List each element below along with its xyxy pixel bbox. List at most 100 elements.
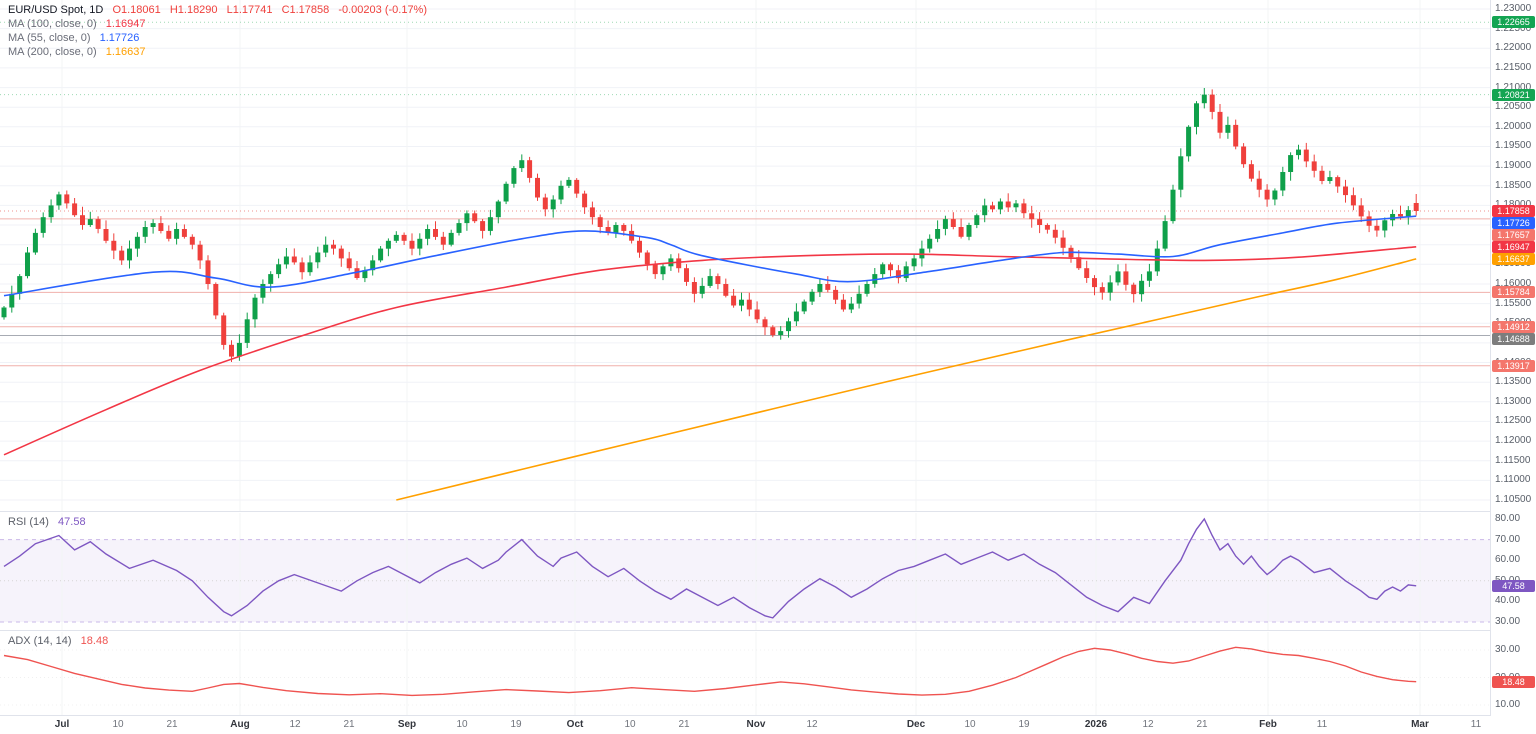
- ma55-label: MA (55, close, 0): [8, 32, 91, 44]
- adx-line[interactable]: [3, 646, 1417, 697]
- time-tick-label: 10: [624, 719, 636, 730]
- price-tick: 1.21500: [1495, 62, 1532, 73]
- adx-pane-canvas[interactable]: [0, 632, 1490, 715]
- axis-value-badge: 18.48: [1492, 676, 1535, 688]
- price-alert-badge[interactable]: 1.20821: [1492, 89, 1535, 101]
- time-tick-label: Sep: [397, 719, 417, 730]
- time-tick-label: Aug: [230, 719, 250, 730]
- axis-value-badge: 1.13917: [1492, 360, 1535, 372]
- rsi-legend[interactable]: RSI (14) 47.58: [8, 516, 86, 528]
- change-value: -0.00203 (-0.17%): [338, 4, 428, 16]
- axis-separator: [0, 715, 1536, 716]
- price-tick: 1.16000: [1495, 278, 1532, 289]
- ma100-label: MA (100, close, 0): [8, 18, 97, 30]
- ma200-legend-row[interactable]: MA (200, close, 0) 1.16637: [8, 45, 427, 59]
- price-tick: 1.15500: [1495, 298, 1532, 309]
- time-tick-label: 12: [1142, 719, 1154, 730]
- rsi-pane-canvas[interactable]: [0, 513, 1490, 630]
- symbol-title[interactable]: EUR/USD Spot, 1D: [8, 4, 104, 16]
- ma100-value: 1.16947: [105, 18, 146, 30]
- rsi-tick: 80.00: [1495, 513, 1521, 524]
- time-tick-label: 10: [964, 719, 976, 730]
- time-tick-label: Mar: [1411, 719, 1429, 730]
- ma200-label: MA (200, close, 0): [8, 46, 97, 58]
- adx-value: 18.48: [80, 635, 109, 647]
- chart-legend: EUR/USD Spot, 1D O1.18061 H1.18290 L1.17…: [8, 3, 427, 59]
- price-axis[interactable]: 1.23000 1.22500 1.22000 1.21500 1.21000 1.205…: [1490, 0, 1536, 716]
- time-tick-label: Dec: [906, 719, 926, 730]
- adx-legend[interactable]: ADX (14, 14) 18.48: [8, 635, 108, 647]
- time-tick-label: 11: [1470, 719, 1482, 730]
- ma100-legend-row[interactable]: MA (100, close, 0) 1.16947: [8, 17, 427, 31]
- axis-value-badge: 1.14912: [1492, 321, 1535, 333]
- legend-ohlc-row: EUR/USD Spot, 1D O1.18061 H1.18290 L1.17…: [8, 3, 427, 17]
- ma-100-line[interactable]: [3, 246, 1417, 456]
- rsi-tick: 40.00: [1495, 595, 1521, 606]
- price-tick: 1.19500: [1495, 140, 1532, 151]
- ma-55-line[interactable]: [3, 215, 1417, 297]
- adx-tick: 10.00: [1495, 699, 1521, 710]
- time-tick-label: Feb: [1259, 719, 1277, 730]
- price-tick: 1.18500: [1495, 180, 1532, 191]
- axis-value-badge: 1.17657: [1492, 229, 1535, 241]
- rsi-label: RSI (14): [8, 516, 49, 528]
- time-tick-label: Oct: [566, 719, 584, 730]
- time-tick-label: 2026: [1084, 719, 1108, 730]
- axis-value-badge: 1.15784: [1492, 286, 1535, 298]
- rsi-tick: 60.00: [1495, 554, 1521, 565]
- axis-value-badge: 1.17726: [1492, 217, 1535, 229]
- time-tick-label: 12: [806, 719, 818, 730]
- axis-value-badge: 1.16637: [1492, 253, 1535, 265]
- price-tick: 1.12500: [1495, 415, 1532, 426]
- rsi-value: 47.58: [58, 516, 86, 528]
- ma55-legend-row[interactable]: MA (55, close, 0) 1.17726: [8, 31, 427, 45]
- price-gridlines: [0, 0, 1490, 511]
- time-tick-label: 11: [1316, 719, 1328, 730]
- price-tick: 1.13500: [1495, 376, 1532, 387]
- ohlc-open: O1.18061: [112, 4, 161, 16]
- price-tick: 1.22000: [1495, 42, 1532, 53]
- time-tick-label: 19: [1018, 719, 1030, 730]
- time-tick-label: Jul: [54, 719, 70, 730]
- price-tick: 1.20000: [1495, 121, 1532, 132]
- ohlc-close: C1.17858: [281, 4, 330, 16]
- time-tick-label: 10: [456, 719, 468, 730]
- adx-label: ADX (14, 14): [8, 635, 72, 647]
- axis-value-badge: 1.14688: [1492, 333, 1535, 345]
- time-tick-label: 21: [1196, 719, 1208, 730]
- price-tick: 1.10500: [1495, 494, 1532, 505]
- time-tick-label: Nov: [746, 719, 766, 730]
- price-alert-badge[interactable]: 1.22665: [1492, 16, 1535, 28]
- axis-value-badge: 1.17858: [1492, 205, 1535, 217]
- pane-separator[interactable]: [0, 511, 1536, 512]
- price-tick: 1.21000: [1495, 82, 1532, 93]
- price-tick: 1.13000: [1495, 396, 1532, 407]
- axis-value-badge: 1.16947: [1492, 241, 1535, 253]
- price-tick: 1.11500: [1495, 455, 1531, 466]
- price-tick: 1.23000: [1495, 3, 1532, 14]
- price-tick: 1.11000: [1495, 474, 1531, 485]
- adx-tick: 30.00: [1495, 644, 1521, 655]
- time-tick-label: 10: [112, 719, 124, 730]
- price-tick: 1.19000: [1495, 160, 1532, 171]
- time-tick-label: 21: [166, 719, 178, 730]
- ma-200-line[interactable]: [396, 258, 1417, 501]
- price-pane-canvas[interactable]: [0, 0, 1490, 511]
- axis-value-badge: 47.58: [1492, 580, 1535, 592]
- price-tick: 1.22500: [1495, 23, 1532, 34]
- time-tick-label: 21: [343, 719, 355, 730]
- time-axis[interactable]: Jul 10 21 Aug 12 21 Sep 10 19 Oct 10 21 Nov 12 Dec 10 19…: [0, 716, 1490, 734]
- rsi-tick: 70.00: [1495, 534, 1521, 545]
- price-tick: 1.12000: [1495, 435, 1532, 446]
- time-tick-label: 21: [678, 719, 690, 730]
- price-tick: 1.18000: [1495, 199, 1531, 211]
- price-tick: 1.20500: [1495, 101, 1532, 112]
- time-tick-label: 12: [289, 719, 301, 730]
- rsi-tick: 30.00: [1495, 616, 1521, 627]
- rsi-line[interactable]: [3, 517, 1417, 619]
- ohlc-low: L1.17741: [226, 4, 273, 16]
- ma200-value: 1.16637: [105, 46, 146, 58]
- ohlc-high: H1.18290: [169, 4, 218, 16]
- pane-separator[interactable]: [0, 630, 1536, 631]
